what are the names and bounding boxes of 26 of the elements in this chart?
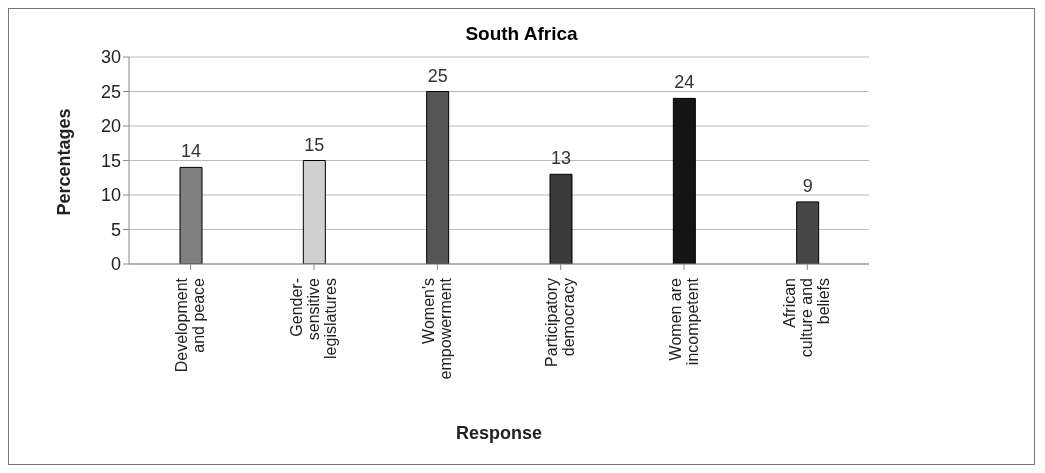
data-label: 24 xyxy=(674,72,695,93)
bar xyxy=(796,201,820,264)
x-axis-title: Response xyxy=(455,423,543,443)
data-label: 15 xyxy=(304,134,325,155)
x-tick-label: Women are incompetent xyxy=(666,277,701,366)
x-tick-label: African culture and beliefs xyxy=(781,278,833,358)
x-tick-label: Development and peace xyxy=(173,277,208,373)
y-tick-label: 10 xyxy=(100,185,121,206)
y-tick-label: 25 xyxy=(100,81,121,102)
chart-title: South Africa xyxy=(464,23,579,45)
data-label: 14 xyxy=(180,141,202,162)
y-tick-label: 0 xyxy=(110,254,121,275)
y-axis-title: Percentages xyxy=(54,108,75,216)
data-label: 25 xyxy=(427,65,448,86)
bar xyxy=(426,91,450,264)
x-tick-label: Gender-sensitive legislatures xyxy=(288,277,339,359)
data-label: 9 xyxy=(802,175,813,196)
y-tick-label: 15 xyxy=(100,150,121,171)
y-tick-label: 5 xyxy=(110,219,121,240)
bar xyxy=(302,160,326,264)
data-label: 13 xyxy=(550,148,572,169)
x-tick-label: Participatory democracy xyxy=(543,278,578,367)
y-tick-label: 30 xyxy=(100,47,121,68)
y-tick-label: 20 xyxy=(100,116,121,137)
bar xyxy=(672,97,696,264)
bar xyxy=(549,173,573,264)
